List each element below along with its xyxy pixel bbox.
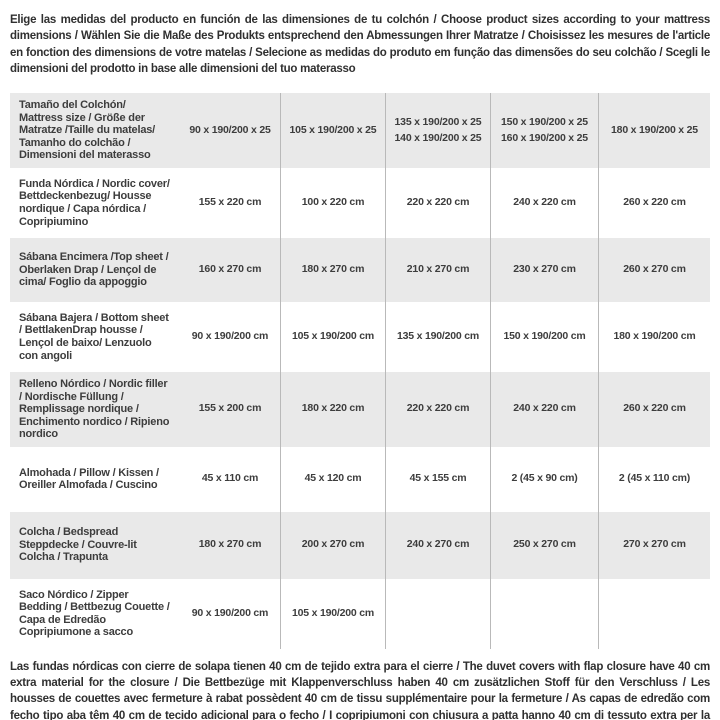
table-row-nordic-cover: Funda Nórdica / Nordic cover/ Bettdecken… xyxy=(10,167,710,238)
size-cell xyxy=(598,578,710,649)
size-cell: 180 x 190/200 x 25 xyxy=(598,93,710,168)
size-cell: 180 x 270 cm xyxy=(280,237,385,302)
size-cell xyxy=(490,578,598,649)
size-cell: 2 (45 x 110 cm) xyxy=(598,446,710,512)
table-row-top-sheet: Sábana Encimera /Top sheet / Oberlaken D… xyxy=(10,237,710,302)
size-cell: 135 x 190/200 x 25 140 x 190/200 x 25 xyxy=(385,93,490,168)
product-label: Relleno Nórdico / Nordic filler / Nordis… xyxy=(19,377,170,441)
product-label: Sábana Encimera /Top sheet / Oberlaken D… xyxy=(19,251,169,289)
size-cell: 180 x 190/200 cm xyxy=(598,301,710,372)
size-cell: 2 (45 x 90 cm) xyxy=(490,446,598,512)
size-cell: 155 x 220 cm xyxy=(198,196,262,209)
size-cell: 250 x 270 cm xyxy=(490,511,598,579)
size-cell: 155 x 200 cm xyxy=(198,402,262,415)
size-cell: 90 x 190/200 cm xyxy=(191,330,269,343)
footer-note: Las fundas nórdicas con cierre de solapa… xyxy=(10,660,710,720)
size-cell: 220 x 220 cm xyxy=(385,167,490,238)
size-cell: 210 x 270 cm xyxy=(385,237,490,302)
size-cell: 160 x 270 cm xyxy=(198,263,262,276)
size-cell: 100 x 220 cm xyxy=(280,167,385,238)
product-label: Funda Nórdica / Nordic cover/ Bettdecken… xyxy=(19,177,170,228)
size-table: Tamaño del Colchón/ Mattress size / Größ… xyxy=(10,93,710,649)
table-row-pillow: Almohada / Pillow / Kissen / Oreiller Al… xyxy=(10,446,710,512)
size-cell: 180 x 220 cm xyxy=(280,371,385,447)
size-cell xyxy=(385,578,490,649)
size-cell: 200 x 270 cm xyxy=(280,511,385,579)
size-cell: 105 x 190/200 cm xyxy=(280,301,385,372)
table-row-zipper-bedding: Saco Nórdico / Zipper Bedding / Bettbezu… xyxy=(10,578,710,649)
size-cell: 240 x 220 cm xyxy=(490,167,598,238)
size-cell: 230 x 270 cm xyxy=(490,237,598,302)
product-label: Colcha / Bedspread Steppdecke / Couvre-l… xyxy=(19,526,137,564)
product-label: Sábana Bajera / Bottom sheet / Bettlaken… xyxy=(19,311,169,362)
product-label: Almohada / Pillow / Kissen / Oreiller Al… xyxy=(19,466,159,492)
size-cell: 240 x 270 cm xyxy=(385,511,490,579)
size-cell: 135 x 190/200 cm xyxy=(385,301,490,372)
size-cell: 105 x 190/200 x 25 xyxy=(280,93,385,168)
size-cell: 240 x 220 cm xyxy=(490,371,598,447)
size-cell: 180 x 270 cm xyxy=(198,538,262,551)
table-row-bottom-sheet: Sábana Bajera / Bottom sheet / Bettlaken… xyxy=(10,301,710,372)
size-cell: 150 x 190/200 x 25 160 x 190/200 x 25 xyxy=(490,93,598,168)
size-cell: 45 x 120 cm xyxy=(280,446,385,512)
table-row-nordic-filler: Relleno Nórdico / Nordic filler / Nordis… xyxy=(10,371,710,447)
product-label: Tamaño del Colchón/ Mattress size / Größ… xyxy=(19,99,156,162)
size-cell: 150 x 190/200 cm xyxy=(490,301,598,372)
size-cell: 260 x 220 cm xyxy=(598,167,710,238)
intro-text: Elige las medidas del producto en funció… xyxy=(10,14,710,75)
product-label: Saco Nórdico / Zipper Bedding / Bettbezu… xyxy=(19,588,170,639)
size-cell: 270 x 270 cm xyxy=(598,511,710,579)
table-row-mattress-size: Tamaño del Colchón/ Mattress size / Größ… xyxy=(10,93,710,168)
table-row-bedspread: Colcha / Bedspread Steppdecke / Couvre-l… xyxy=(10,511,710,579)
size-cell: 220 x 220 cm xyxy=(385,371,490,447)
size-cell: 260 x 270 cm xyxy=(598,237,710,302)
size-cell: 45 x 110 cm xyxy=(201,472,259,485)
size-cell: 90 x 190/200 cm xyxy=(191,606,269,619)
size-cell: 45 x 155 cm xyxy=(385,446,490,512)
size-cell: 90 x 190/200 x 25 xyxy=(189,123,271,136)
size-cell: 105 x 190/200 cm xyxy=(280,578,385,649)
size-cell: 260 x 220 cm xyxy=(598,371,710,447)
